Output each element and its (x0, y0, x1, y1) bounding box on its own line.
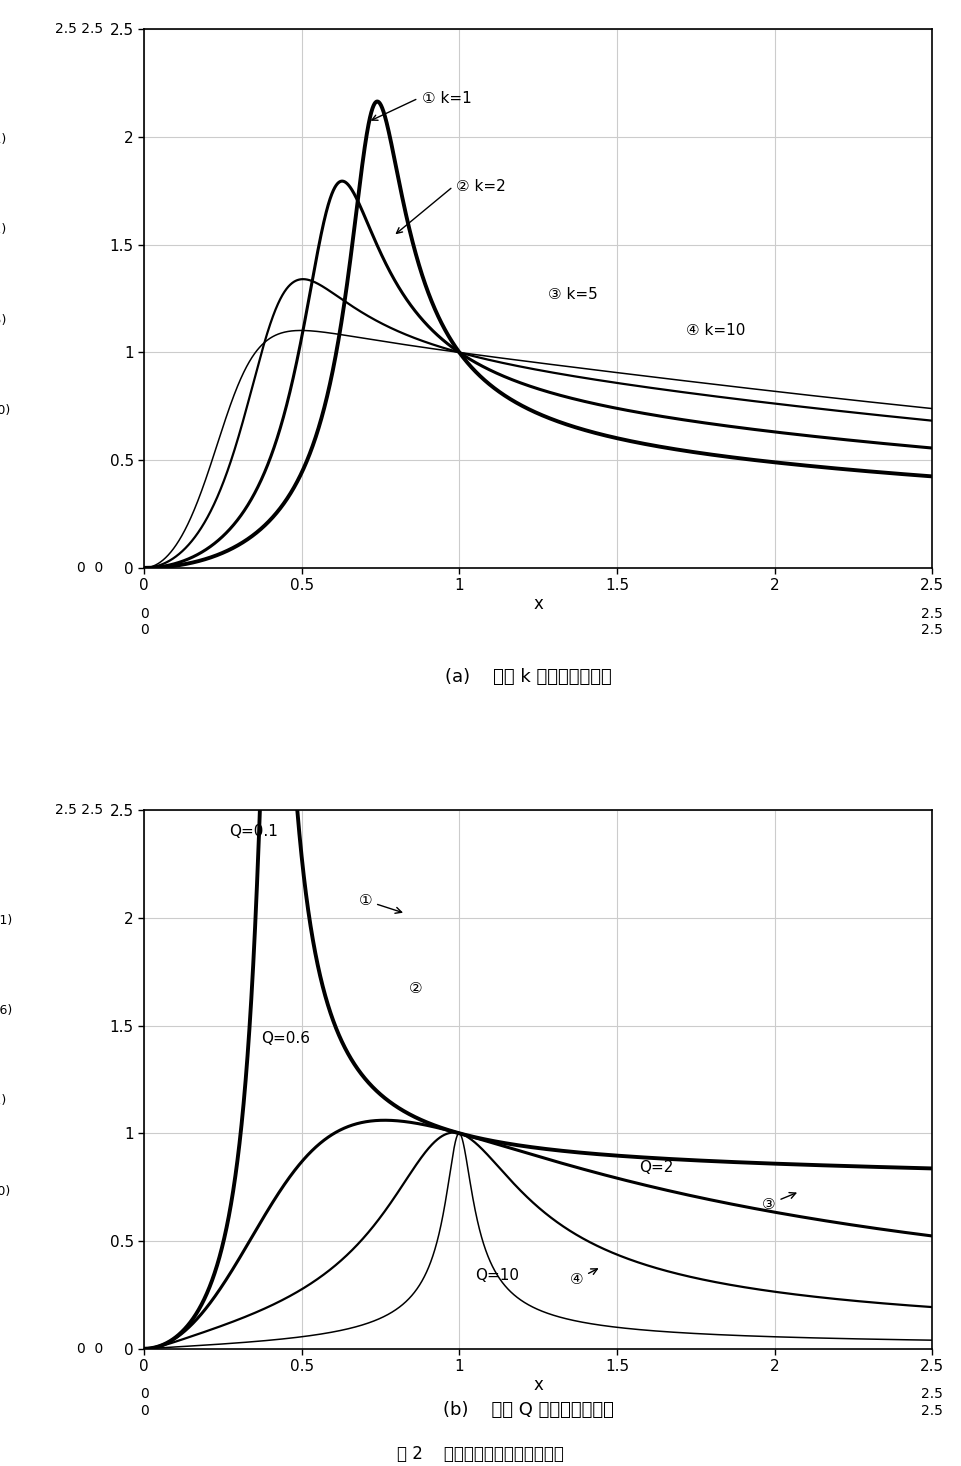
Text: ③: ③ (762, 1193, 796, 1212)
Text: ④: ④ (570, 1270, 598, 1287)
Text: Gᴅc(x,2): Gᴅc(x,2) (0, 1095, 7, 1107)
Text: 0  0: 0 0 (77, 1341, 103, 1356)
Text: Q=0.1: Q=0.1 (230, 824, 278, 839)
Text: Q=0.6: Q=0.6 (260, 1031, 309, 1045)
Text: Gᴅc(x,0.1): Gᴅc(x,0.1) (0, 913, 12, 927)
Text: ④ k=10: ④ k=10 (686, 324, 746, 339)
Text: 0
0: 0 0 (139, 1387, 149, 1418)
Text: ② k=2: ② k=2 (456, 179, 505, 194)
Text: 2.5
2.5: 2.5 2.5 (922, 1387, 943, 1418)
Text: Q=10: Q=10 (475, 1268, 519, 1283)
Text: 2.5 2.5: 2.5 2.5 (55, 22, 103, 37)
Text: 0
0: 0 0 (139, 607, 149, 636)
Text: Gᴅc(x,1): Gᴅc(x,1) (0, 133, 7, 145)
Text: ②: ② (409, 981, 423, 997)
Text: (b)    不同 Q 値下的直流增益: (b) 不同 Q 値下的直流增益 (443, 1400, 614, 1419)
Text: Gᴅc(x,0.6): Gᴅc(x,0.6) (0, 1004, 12, 1017)
Text: (a)    不同 k 値下的直流增益: (a) 不同 k 値下的直流增益 (445, 667, 612, 686)
Text: Gᴅc(x,10): Gᴅc(x,10) (0, 1185, 11, 1198)
Text: Gᴅc(x,10): Gᴅc(x,10) (0, 405, 11, 418)
Text: 0  0: 0 0 (77, 561, 103, 575)
Text: Q=2: Q=2 (639, 1160, 674, 1176)
Text: ①: ① (358, 893, 402, 913)
Text: Gᴅc(x,5): Gᴅc(x,5) (0, 314, 7, 327)
X-axis label: x: x (533, 595, 543, 613)
X-axis label: x: x (533, 1375, 543, 1394)
Text: 图 2    不同参数对直流增益的影响: 图 2 不同参数对直流增益的影响 (397, 1444, 564, 1463)
Text: Gᴅc(x,2): Gᴅc(x,2) (0, 223, 7, 236)
Text: ① k=1: ① k=1 (422, 91, 471, 106)
Text: ③ k=5: ③ k=5 (548, 287, 598, 302)
Text: 2.5 2.5: 2.5 2.5 (55, 803, 103, 817)
Text: 2.5
2.5: 2.5 2.5 (922, 607, 943, 636)
